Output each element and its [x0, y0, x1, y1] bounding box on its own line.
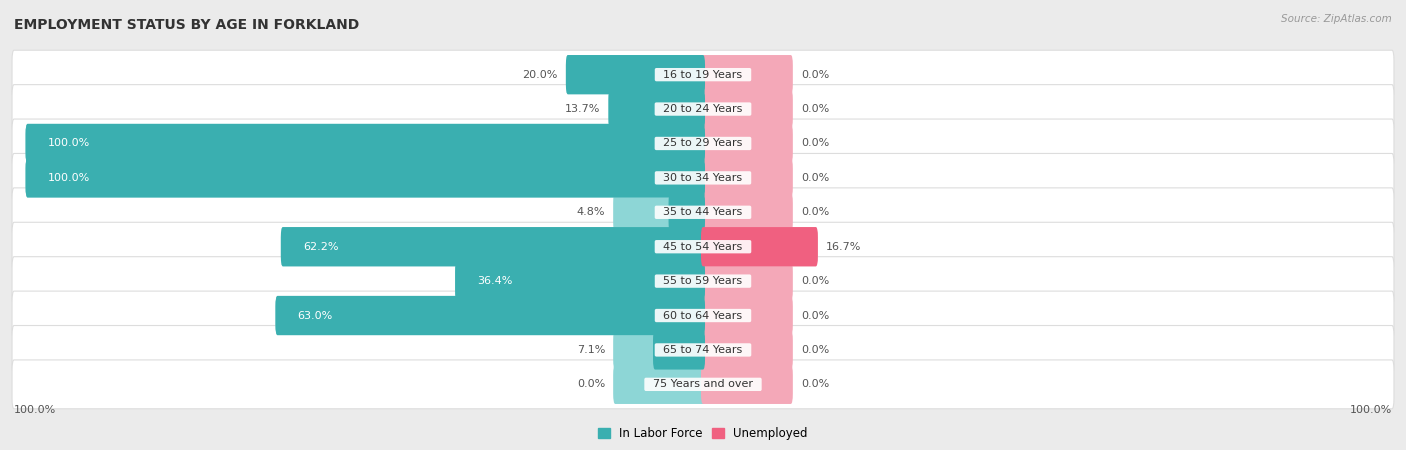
FancyBboxPatch shape: [276, 296, 704, 335]
FancyBboxPatch shape: [13, 222, 1393, 271]
Text: EMPLOYMENT STATUS BY AGE IN FORKLAND: EMPLOYMENT STATUS BY AGE IN FORKLAND: [14, 18, 360, 32]
Text: 55 to 59 Years: 55 to 59 Years: [657, 276, 749, 286]
FancyBboxPatch shape: [609, 90, 704, 129]
Text: 65 to 74 Years: 65 to 74 Years: [657, 345, 749, 355]
Text: 7.1%: 7.1%: [576, 345, 605, 355]
Text: 30 to 34 Years: 30 to 34 Years: [657, 173, 749, 183]
FancyBboxPatch shape: [565, 55, 704, 94]
FancyBboxPatch shape: [702, 90, 793, 129]
FancyBboxPatch shape: [281, 227, 704, 266]
Text: 75 Years and over: 75 Years and over: [645, 379, 761, 389]
Text: 0.0%: 0.0%: [801, 70, 830, 80]
Text: 20 to 24 Years: 20 to 24 Years: [657, 104, 749, 114]
FancyBboxPatch shape: [25, 158, 704, 198]
Text: 100.0%: 100.0%: [1350, 405, 1392, 415]
Legend: In Labor Force, Unemployed: In Labor Force, Unemployed: [593, 422, 813, 445]
FancyBboxPatch shape: [652, 330, 704, 369]
Text: 0.0%: 0.0%: [801, 207, 830, 217]
FancyBboxPatch shape: [281, 227, 704, 266]
Text: 35 to 44 Years: 35 to 44 Years: [657, 207, 749, 217]
Text: 0.0%: 0.0%: [576, 379, 605, 389]
Text: 0.0%: 0.0%: [801, 310, 830, 320]
FancyBboxPatch shape: [702, 330, 793, 369]
FancyBboxPatch shape: [702, 296, 793, 335]
FancyBboxPatch shape: [702, 261, 793, 301]
Text: 36.4%: 36.4%: [478, 276, 513, 286]
Text: 0.0%: 0.0%: [801, 379, 830, 389]
FancyBboxPatch shape: [702, 227, 818, 266]
Text: 13.7%: 13.7%: [565, 104, 600, 114]
FancyBboxPatch shape: [276, 296, 704, 335]
FancyBboxPatch shape: [702, 227, 818, 266]
Text: 16 to 19 Years: 16 to 19 Years: [657, 70, 749, 80]
FancyBboxPatch shape: [13, 119, 1393, 168]
FancyBboxPatch shape: [25, 124, 704, 163]
FancyBboxPatch shape: [702, 193, 793, 232]
Text: 63.0%: 63.0%: [298, 310, 333, 320]
Text: 25 to 29 Years: 25 to 29 Years: [657, 139, 749, 148]
Text: 0.0%: 0.0%: [801, 104, 830, 114]
FancyBboxPatch shape: [613, 330, 704, 369]
FancyBboxPatch shape: [702, 158, 793, 198]
Text: 16.7%: 16.7%: [825, 242, 862, 252]
Text: 0.0%: 0.0%: [801, 345, 830, 355]
FancyBboxPatch shape: [613, 365, 704, 404]
FancyBboxPatch shape: [613, 193, 704, 232]
FancyBboxPatch shape: [456, 261, 704, 301]
FancyBboxPatch shape: [25, 124, 704, 163]
Text: 100.0%: 100.0%: [14, 405, 56, 415]
FancyBboxPatch shape: [13, 291, 1393, 340]
FancyBboxPatch shape: [25, 158, 704, 198]
FancyBboxPatch shape: [13, 360, 1393, 409]
FancyBboxPatch shape: [13, 188, 1393, 237]
FancyBboxPatch shape: [702, 55, 793, 94]
Text: 0.0%: 0.0%: [801, 139, 830, 148]
FancyBboxPatch shape: [13, 153, 1393, 202]
FancyBboxPatch shape: [13, 325, 1393, 374]
FancyBboxPatch shape: [702, 124, 793, 163]
Text: 60 to 64 Years: 60 to 64 Years: [657, 310, 749, 320]
FancyBboxPatch shape: [702, 365, 793, 404]
FancyBboxPatch shape: [13, 50, 1393, 99]
Text: 100.0%: 100.0%: [48, 173, 90, 183]
FancyBboxPatch shape: [565, 55, 704, 94]
FancyBboxPatch shape: [456, 261, 704, 301]
FancyBboxPatch shape: [609, 90, 704, 129]
FancyBboxPatch shape: [669, 193, 704, 232]
FancyBboxPatch shape: [13, 256, 1393, 306]
Text: 20.0%: 20.0%: [523, 70, 558, 80]
Text: Source: ZipAtlas.com: Source: ZipAtlas.com: [1281, 14, 1392, 23]
Text: 62.2%: 62.2%: [304, 242, 339, 252]
Text: 100.0%: 100.0%: [48, 139, 90, 148]
Text: 4.8%: 4.8%: [576, 207, 605, 217]
Text: 0.0%: 0.0%: [801, 276, 830, 286]
Text: 45 to 54 Years: 45 to 54 Years: [657, 242, 749, 252]
Text: 0.0%: 0.0%: [801, 173, 830, 183]
FancyBboxPatch shape: [13, 85, 1393, 134]
